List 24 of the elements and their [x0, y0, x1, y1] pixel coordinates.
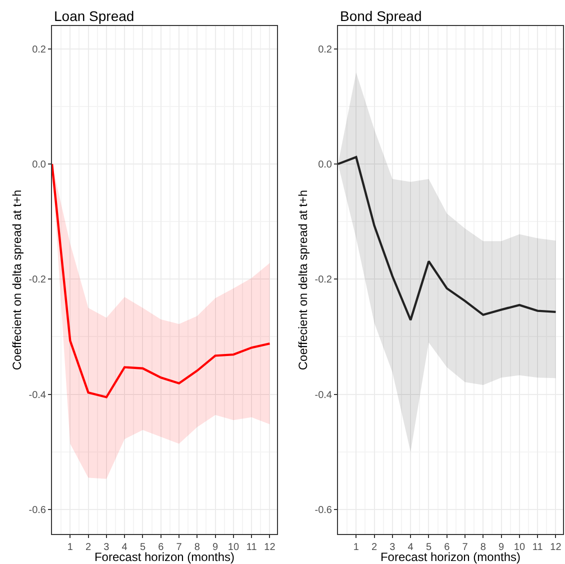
y-tick-label: 0.0: [32, 160, 46, 171]
y-tick-label: -0.2: [28, 274, 46, 286]
chart-title: Bond Spread: [340, 8, 422, 24]
x-tick-label: 12: [550, 542, 562, 554]
x-tick-label: 12: [264, 542, 276, 554]
y-tick-label: -0.2: [314, 274, 332, 286]
x-tick-label: 2: [86, 542, 92, 554]
y-tick-label: -0.4: [314, 390, 332, 401]
chart-title: Loan Spread: [54, 8, 134, 24]
y-tick-label: 0.2: [32, 44, 46, 56]
y-tick-label: -0.6: [314, 504, 332, 516]
y-tick-label: 0.2: [318, 44, 332, 56]
y-tick-label: -0.6: [28, 504, 46, 516]
y-tick-label: -0.4: [28, 390, 46, 401]
x-tick-label: 11: [246, 542, 258, 554]
x-tick-label: 1: [353, 542, 360, 554]
x-tick-label: 2: [372, 542, 378, 554]
line-series: [338, 156, 557, 322]
y-axis-title: Coeffecient on delta spread at t+h: [10, 190, 24, 370]
x-tick-label: 11: [532, 542, 544, 554]
x-tick-label: 1: [67, 542, 74, 554]
y-axis-title: Coeffecient on delta spread at t+h: [296, 190, 310, 370]
line-series: [52, 162, 271, 398]
y-tick-label: 0.0: [318, 160, 332, 171]
